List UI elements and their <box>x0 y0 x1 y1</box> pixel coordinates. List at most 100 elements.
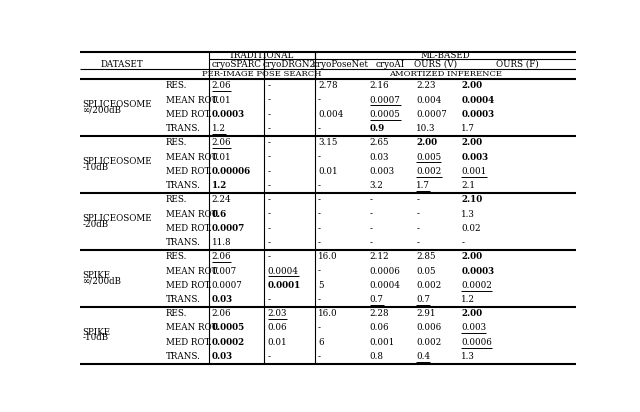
Text: ∞/200dB: ∞/200dB <box>83 276 122 286</box>
Text: 2.16: 2.16 <box>370 81 390 90</box>
Text: 0.002: 0.002 <box>417 281 442 290</box>
Text: 0.0005: 0.0005 <box>370 110 401 119</box>
Text: 0.01: 0.01 <box>318 167 337 176</box>
Text: 2.24: 2.24 <box>212 195 232 204</box>
Text: 0.003: 0.003 <box>461 323 486 332</box>
Text: SPIKE: SPIKE <box>83 328 111 337</box>
Text: TRANS.: TRANS. <box>166 295 201 304</box>
Text: TRADITIONAL: TRADITIONAL <box>229 51 294 60</box>
Text: 0.002: 0.002 <box>417 167 442 176</box>
Text: 0.7: 0.7 <box>370 295 384 304</box>
Text: 2.10: 2.10 <box>461 195 483 204</box>
Text: 0.03: 0.03 <box>212 295 233 304</box>
Text: 0.02: 0.02 <box>461 224 481 233</box>
Text: 0.8: 0.8 <box>370 352 384 361</box>
Text: 1.2: 1.2 <box>212 181 227 190</box>
Text: RES.: RES. <box>166 309 188 318</box>
Text: 0.0006: 0.0006 <box>461 338 492 347</box>
Text: 0.007: 0.007 <box>212 267 237 276</box>
Text: TRANS.: TRANS. <box>166 181 201 190</box>
Text: 0.0003: 0.0003 <box>461 110 495 119</box>
Text: cryoSPARC: cryoSPARC <box>212 60 262 69</box>
Text: SPLICEOSOME: SPLICEOSOME <box>83 157 152 166</box>
Text: -: - <box>268 210 271 218</box>
Text: 1.7: 1.7 <box>461 124 476 133</box>
Text: -: - <box>318 238 321 247</box>
Text: -: - <box>268 252 271 261</box>
Text: RES.: RES. <box>166 195 188 204</box>
Text: 2.06: 2.06 <box>212 252 232 261</box>
Text: -: - <box>318 267 321 276</box>
Text: -: - <box>318 295 321 304</box>
Text: 2.65: 2.65 <box>370 138 389 147</box>
Text: 2.03: 2.03 <box>268 309 287 318</box>
Text: -: - <box>417 195 419 204</box>
Text: 0.0006: 0.0006 <box>370 267 401 276</box>
Text: -: - <box>370 224 373 233</box>
Text: MED ROT.: MED ROT. <box>166 281 212 290</box>
Text: 0.0002: 0.0002 <box>461 281 492 290</box>
Text: SPIKE: SPIKE <box>83 271 111 280</box>
Text: 2.28: 2.28 <box>370 309 390 318</box>
Text: -: - <box>318 224 321 233</box>
Text: 0.005: 0.005 <box>417 152 442 162</box>
Text: 16.0: 16.0 <box>318 252 337 261</box>
Text: OURS (F): OURS (F) <box>496 60 538 69</box>
Text: 6: 6 <box>318 338 324 347</box>
Text: 0.7: 0.7 <box>417 295 430 304</box>
Text: -: - <box>370 238 373 247</box>
Text: 0.0003: 0.0003 <box>212 110 245 119</box>
Text: 3.15: 3.15 <box>318 138 337 147</box>
Text: 0.002: 0.002 <box>417 338 442 347</box>
Text: 1.3: 1.3 <box>461 210 475 218</box>
Text: 0.0004: 0.0004 <box>268 267 298 276</box>
Text: ML-BASED: ML-BASED <box>420 51 470 60</box>
Text: SPLICEOSOME: SPLICEOSOME <box>83 100 152 109</box>
Text: 0.0001: 0.0001 <box>268 281 301 290</box>
Text: -: - <box>318 96 321 105</box>
Text: 2.06: 2.06 <box>212 309 232 318</box>
Text: MEAN ROT.: MEAN ROT. <box>166 152 219 162</box>
Text: RES.: RES. <box>166 81 188 90</box>
Text: -: - <box>268 124 271 133</box>
Text: AMORTIZED INFERENCE: AMORTIZED INFERENCE <box>389 70 502 78</box>
Text: MED ROT.: MED ROT. <box>166 338 212 347</box>
Text: -: - <box>318 195 321 204</box>
Text: 1.3: 1.3 <box>461 352 475 361</box>
Text: cryoDRGN2: cryoDRGN2 <box>263 60 316 69</box>
Text: 0.4: 0.4 <box>417 352 431 361</box>
Text: -: - <box>318 210 321 218</box>
Text: -20dB: -20dB <box>83 220 108 229</box>
Text: 1.7: 1.7 <box>417 181 430 190</box>
Text: 0.0007: 0.0007 <box>370 96 401 105</box>
Text: -: - <box>268 152 271 162</box>
Text: 2.1: 2.1 <box>461 181 476 190</box>
Text: 0.06: 0.06 <box>268 323 287 332</box>
Text: 2.00: 2.00 <box>417 138 438 147</box>
Text: 2.12: 2.12 <box>370 252 390 261</box>
Text: -10dB: -10dB <box>83 163 108 171</box>
Text: SPLICEOSOME: SPLICEOSOME <box>83 214 152 223</box>
Text: 0.03: 0.03 <box>370 152 389 162</box>
Text: 0.06: 0.06 <box>370 323 390 332</box>
Text: 0.03: 0.03 <box>212 352 233 361</box>
Text: ∞/200dB: ∞/200dB <box>83 105 122 115</box>
Text: -: - <box>268 138 271 147</box>
Text: 2.23: 2.23 <box>417 81 436 90</box>
Text: 0.0007: 0.0007 <box>212 224 245 233</box>
Text: -: - <box>268 195 271 204</box>
Text: 0.0007: 0.0007 <box>417 110 447 119</box>
Text: -: - <box>268 181 271 190</box>
Text: MEAN ROT.: MEAN ROT. <box>166 210 219 218</box>
Text: MED ROT.: MED ROT. <box>166 224 212 233</box>
Text: 2.91: 2.91 <box>417 309 436 318</box>
Text: 2.00: 2.00 <box>461 252 483 261</box>
Text: -: - <box>370 195 373 204</box>
Text: 0.01: 0.01 <box>212 152 232 162</box>
Text: 0.0005: 0.0005 <box>212 323 245 332</box>
Text: 3.2: 3.2 <box>370 181 384 190</box>
Text: -: - <box>268 224 271 233</box>
Text: cryoPoseNet: cryoPoseNet <box>313 60 369 69</box>
Text: 0.9: 0.9 <box>370 124 385 133</box>
Text: -: - <box>318 124 321 133</box>
